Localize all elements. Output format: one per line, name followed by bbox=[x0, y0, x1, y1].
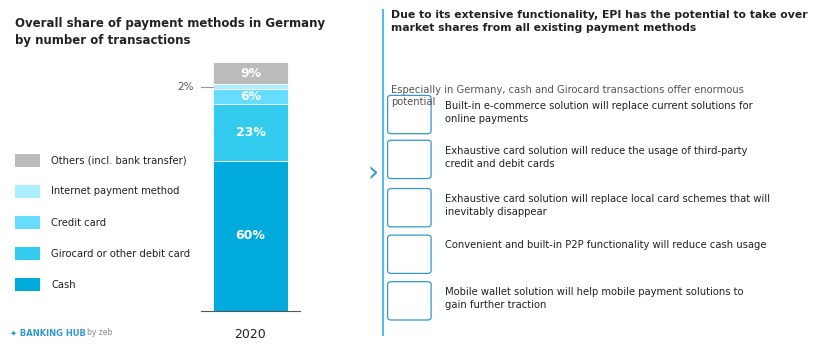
Text: Especially in Germany, cash and Girocard transactions offer enormous
potential: Especially in Germany, cash and Girocard… bbox=[391, 85, 744, 107]
FancyBboxPatch shape bbox=[15, 247, 40, 260]
FancyBboxPatch shape bbox=[15, 216, 40, 229]
Text: 2%: 2% bbox=[177, 82, 194, 92]
Text: 6%: 6% bbox=[240, 90, 261, 104]
FancyBboxPatch shape bbox=[213, 62, 289, 85]
Text: Exhaustive card solution will replace local card schemes that will
inevitably di: Exhaustive card solution will replace lo… bbox=[445, 194, 770, 217]
FancyBboxPatch shape bbox=[213, 89, 289, 104]
Text: Credit card: Credit card bbox=[51, 218, 106, 227]
FancyBboxPatch shape bbox=[213, 161, 289, 310]
Text: 2020: 2020 bbox=[234, 328, 266, 341]
Text: ›: › bbox=[367, 158, 379, 187]
FancyBboxPatch shape bbox=[15, 154, 40, 167]
Text: Girocard or other debit card: Girocard or other debit card bbox=[51, 249, 191, 258]
FancyBboxPatch shape bbox=[15, 185, 40, 198]
FancyBboxPatch shape bbox=[15, 278, 40, 291]
Text: 9%: 9% bbox=[240, 67, 261, 80]
Text: Internet payment method: Internet payment method bbox=[51, 187, 180, 196]
Text: by zeb: by zeb bbox=[87, 328, 112, 337]
FancyBboxPatch shape bbox=[213, 104, 289, 161]
Text: Cash: Cash bbox=[51, 280, 76, 289]
Text: Overall share of payment methods in Germany
by number of transactions: Overall share of payment methods in Germ… bbox=[15, 17, 325, 47]
Text: Mobile wallet solution will help mobile payment solutions to
gain further tracti: Mobile wallet solution will help mobile … bbox=[445, 287, 743, 310]
Text: Others (incl. bank transfer): Others (incl. bank transfer) bbox=[51, 156, 186, 165]
Text: 60%: 60% bbox=[235, 229, 266, 243]
FancyBboxPatch shape bbox=[213, 85, 289, 89]
Text: Exhaustive card solution will reduce the usage of third-party
credit and debit c: Exhaustive card solution will reduce the… bbox=[445, 146, 747, 169]
Text: 23%: 23% bbox=[235, 126, 266, 139]
Text: Due to its extensive functionality, EPI has the potential to take over
market sh: Due to its extensive functionality, EPI … bbox=[391, 10, 808, 33]
Text: Built-in e-commerce solution will replace current solutions for
online payments: Built-in e-commerce solution will replac… bbox=[445, 101, 752, 124]
Text: Convenient and built-in P2P functionality will reduce cash usage: Convenient and built-in P2P functionalit… bbox=[445, 240, 766, 250]
Text: ✦ BANKING HUB: ✦ BANKING HUB bbox=[10, 328, 86, 337]
